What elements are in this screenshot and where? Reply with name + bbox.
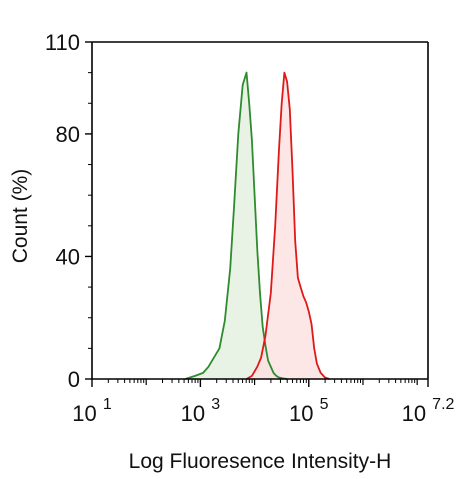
series-2-fill (246, 72, 330, 379)
y-axis-title: Count (%) (9, 169, 32, 264)
x-tick-label: 10 3 (181, 396, 221, 426)
axes-layer (91, 41, 429, 380)
x-tick-exponent: 7.2 (432, 396, 454, 413)
y-tick-label: 80 (56, 122, 80, 147)
x-tick-base: 10 (402, 401, 433, 426)
x-tick-base: 10 (289, 401, 320, 426)
x-tick-exponent: 1 (103, 396, 112, 413)
x-tick-label: 10 1 (72, 396, 112, 426)
x-tick-exponent: 5 (320, 396, 329, 413)
series-2-line (246, 71, 330, 380)
x-tick-base: 10 (72, 401, 103, 426)
y-tick-label: 40 (56, 244, 80, 269)
series-layer (184, 71, 330, 380)
x-tick-label: 10 5 (289, 396, 329, 426)
series-1-line (184, 71, 288, 380)
series-1-fill (185, 72, 288, 379)
y-tick-label: 110 (45, 30, 80, 55)
y-tick-label: 0 (68, 367, 80, 392)
x-axis-title: Log Fluoresence Intensity-H (129, 450, 392, 473)
x-tick-exponent: 3 (211, 396, 220, 413)
x-tick-base: 10 (181, 401, 212, 426)
x-tick-label: 10 7.2 (402, 396, 455, 426)
